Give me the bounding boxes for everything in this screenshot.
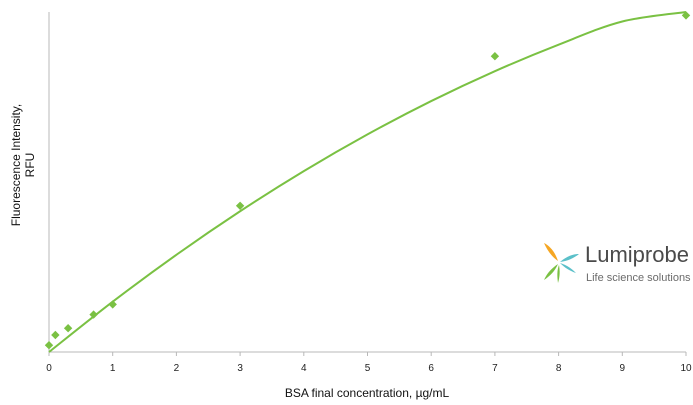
- chart-series: [44, 11, 691, 353]
- y-axis-title-line-1: Fluorescence Intensity,: [9, 104, 23, 227]
- x-axis-title: BSA final concentration, µg/mL: [285, 386, 450, 400]
- x-tick-label: 7: [492, 363, 498, 374]
- logo-petal-teal: [560, 254, 579, 262]
- x-tick-label: 10: [680, 363, 692, 374]
- data-point: [63, 324, 73, 333]
- logo-tagline: Life science solutions: [586, 272, 691, 284]
- data-point: [89, 310, 98, 319]
- x-tick-label: 6: [428, 363, 434, 374]
- data-point: [108, 300, 117, 309]
- trendline-curve: [48, 11, 687, 353]
- lumiprobe-logo-mark: [544, 243, 579, 283]
- x-tick-label: 4: [301, 363, 307, 374]
- x-tick-label: 9: [620, 363, 626, 374]
- y-axis-title-line-2: RFU: [23, 153, 37, 178]
- lumiprobe-logo: Lumiprobe Life science solutions: [544, 242, 691, 284]
- x-tick-label: 2: [174, 363, 180, 374]
- logo-petal-green: [544, 264, 558, 280]
- x-tick-label: 8: [556, 363, 562, 374]
- x-tick-label: 5: [365, 363, 371, 374]
- x-tick-label: 0: [46, 363, 52, 374]
- x-tick-label: 3: [237, 363, 243, 374]
- data-point: [235, 201, 245, 210]
- logo-petal-teal-low: [560, 263, 576, 273]
- x-tick-label: 1: [110, 363, 116, 374]
- logo-petal-orange: [544, 243, 558, 261]
- y-axis-title: Fluorescence Intensity, RFU: [9, 104, 37, 227]
- x-tick-labels: 0 1 2 3 4 5 6 7 8 9 10: [46, 363, 692, 374]
- chart-axes: [48, 12, 687, 356]
- data-point: [44, 341, 54, 350]
- data-point: [490, 52, 500, 61]
- data-point: [51, 330, 60, 340]
- logo-petal-green-low: [557, 265, 560, 283]
- data-point: [681, 11, 691, 20]
- logo-name: Lumiprobe: [585, 242, 689, 267]
